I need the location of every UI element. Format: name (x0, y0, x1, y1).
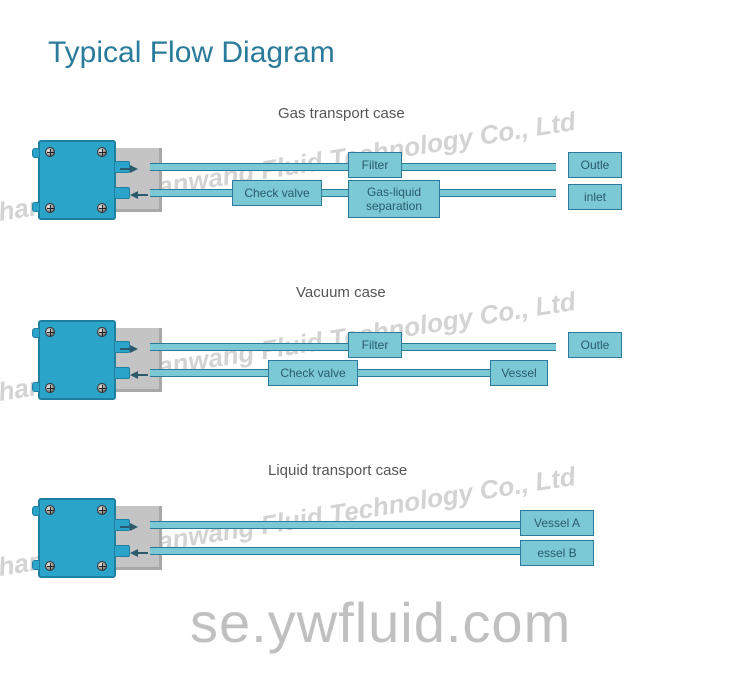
pump-side-bump (32, 560, 40, 570)
flow-arrow-icon (130, 191, 138, 199)
flow-arrow-icon (130, 549, 138, 557)
pump-port (114, 545, 130, 557)
pump-assembly (38, 320, 158, 400)
screw-icon (45, 147, 55, 157)
pump-side-bump (32, 506, 40, 516)
component-box: inlet (568, 184, 622, 210)
component-box: Check valve (232, 180, 322, 206)
screw-icon (45, 203, 55, 213)
flow-arrow-tail (138, 374, 148, 376)
pump-side-bump (32, 328, 40, 338)
flow-arrow-tail (120, 526, 130, 528)
component-box: Filter (348, 152, 402, 178)
screw-icon (45, 383, 55, 393)
page-title: Typical Flow Diagram (48, 36, 335, 70)
component-box: Filter (348, 332, 402, 358)
pump-side-bump (32, 148, 40, 158)
flow-arrow-tail (138, 552, 148, 554)
pump-port (114, 187, 130, 199)
flow-arrow-tail (120, 168, 130, 170)
screw-icon (97, 147, 107, 157)
screw-icon (97, 505, 107, 515)
pump-side-bump (32, 202, 40, 212)
flow-arrow-icon (130, 523, 138, 531)
flow-arrow-tail (120, 348, 130, 350)
component-box: Vessel A (520, 510, 594, 536)
case-subtitle: Liquid transport case (268, 462, 407, 479)
screw-icon (45, 505, 55, 515)
component-box: Outle (568, 332, 622, 358)
screw-icon (97, 203, 107, 213)
component-box: essel B (520, 540, 594, 566)
pump-assembly (38, 140, 158, 220)
pump-assembly (38, 498, 158, 578)
screw-icon (45, 327, 55, 337)
screw-icon (97, 383, 107, 393)
component-box: Check valve (268, 360, 358, 386)
flow-arrow-tail (138, 194, 148, 196)
flow-arrow-icon (130, 345, 138, 353)
pump-port (114, 341, 130, 353)
screw-icon (97, 327, 107, 337)
diagram-canvas: Typical Flow DiagramChangzhou Yuanwang F… (0, 0, 750, 679)
pump-side-bump (32, 382, 40, 392)
screw-icon (97, 561, 107, 571)
flow-arrow-icon (130, 165, 138, 173)
watermark-url: se.ywfluid.com (190, 590, 571, 655)
component-box: Outle (568, 152, 622, 178)
pipe-line (150, 521, 520, 529)
pump-port (114, 161, 130, 173)
component-box: Gas-liquid separation (348, 180, 440, 218)
component-box: Vessel (490, 360, 548, 386)
pump-port (114, 519, 130, 531)
pipe-line (150, 547, 520, 555)
flow-arrow-icon (130, 371, 138, 379)
pump-port (114, 367, 130, 379)
case-subtitle: Vacuum case (296, 284, 386, 301)
case-subtitle: Gas transport case (278, 105, 405, 122)
screw-icon (45, 561, 55, 571)
